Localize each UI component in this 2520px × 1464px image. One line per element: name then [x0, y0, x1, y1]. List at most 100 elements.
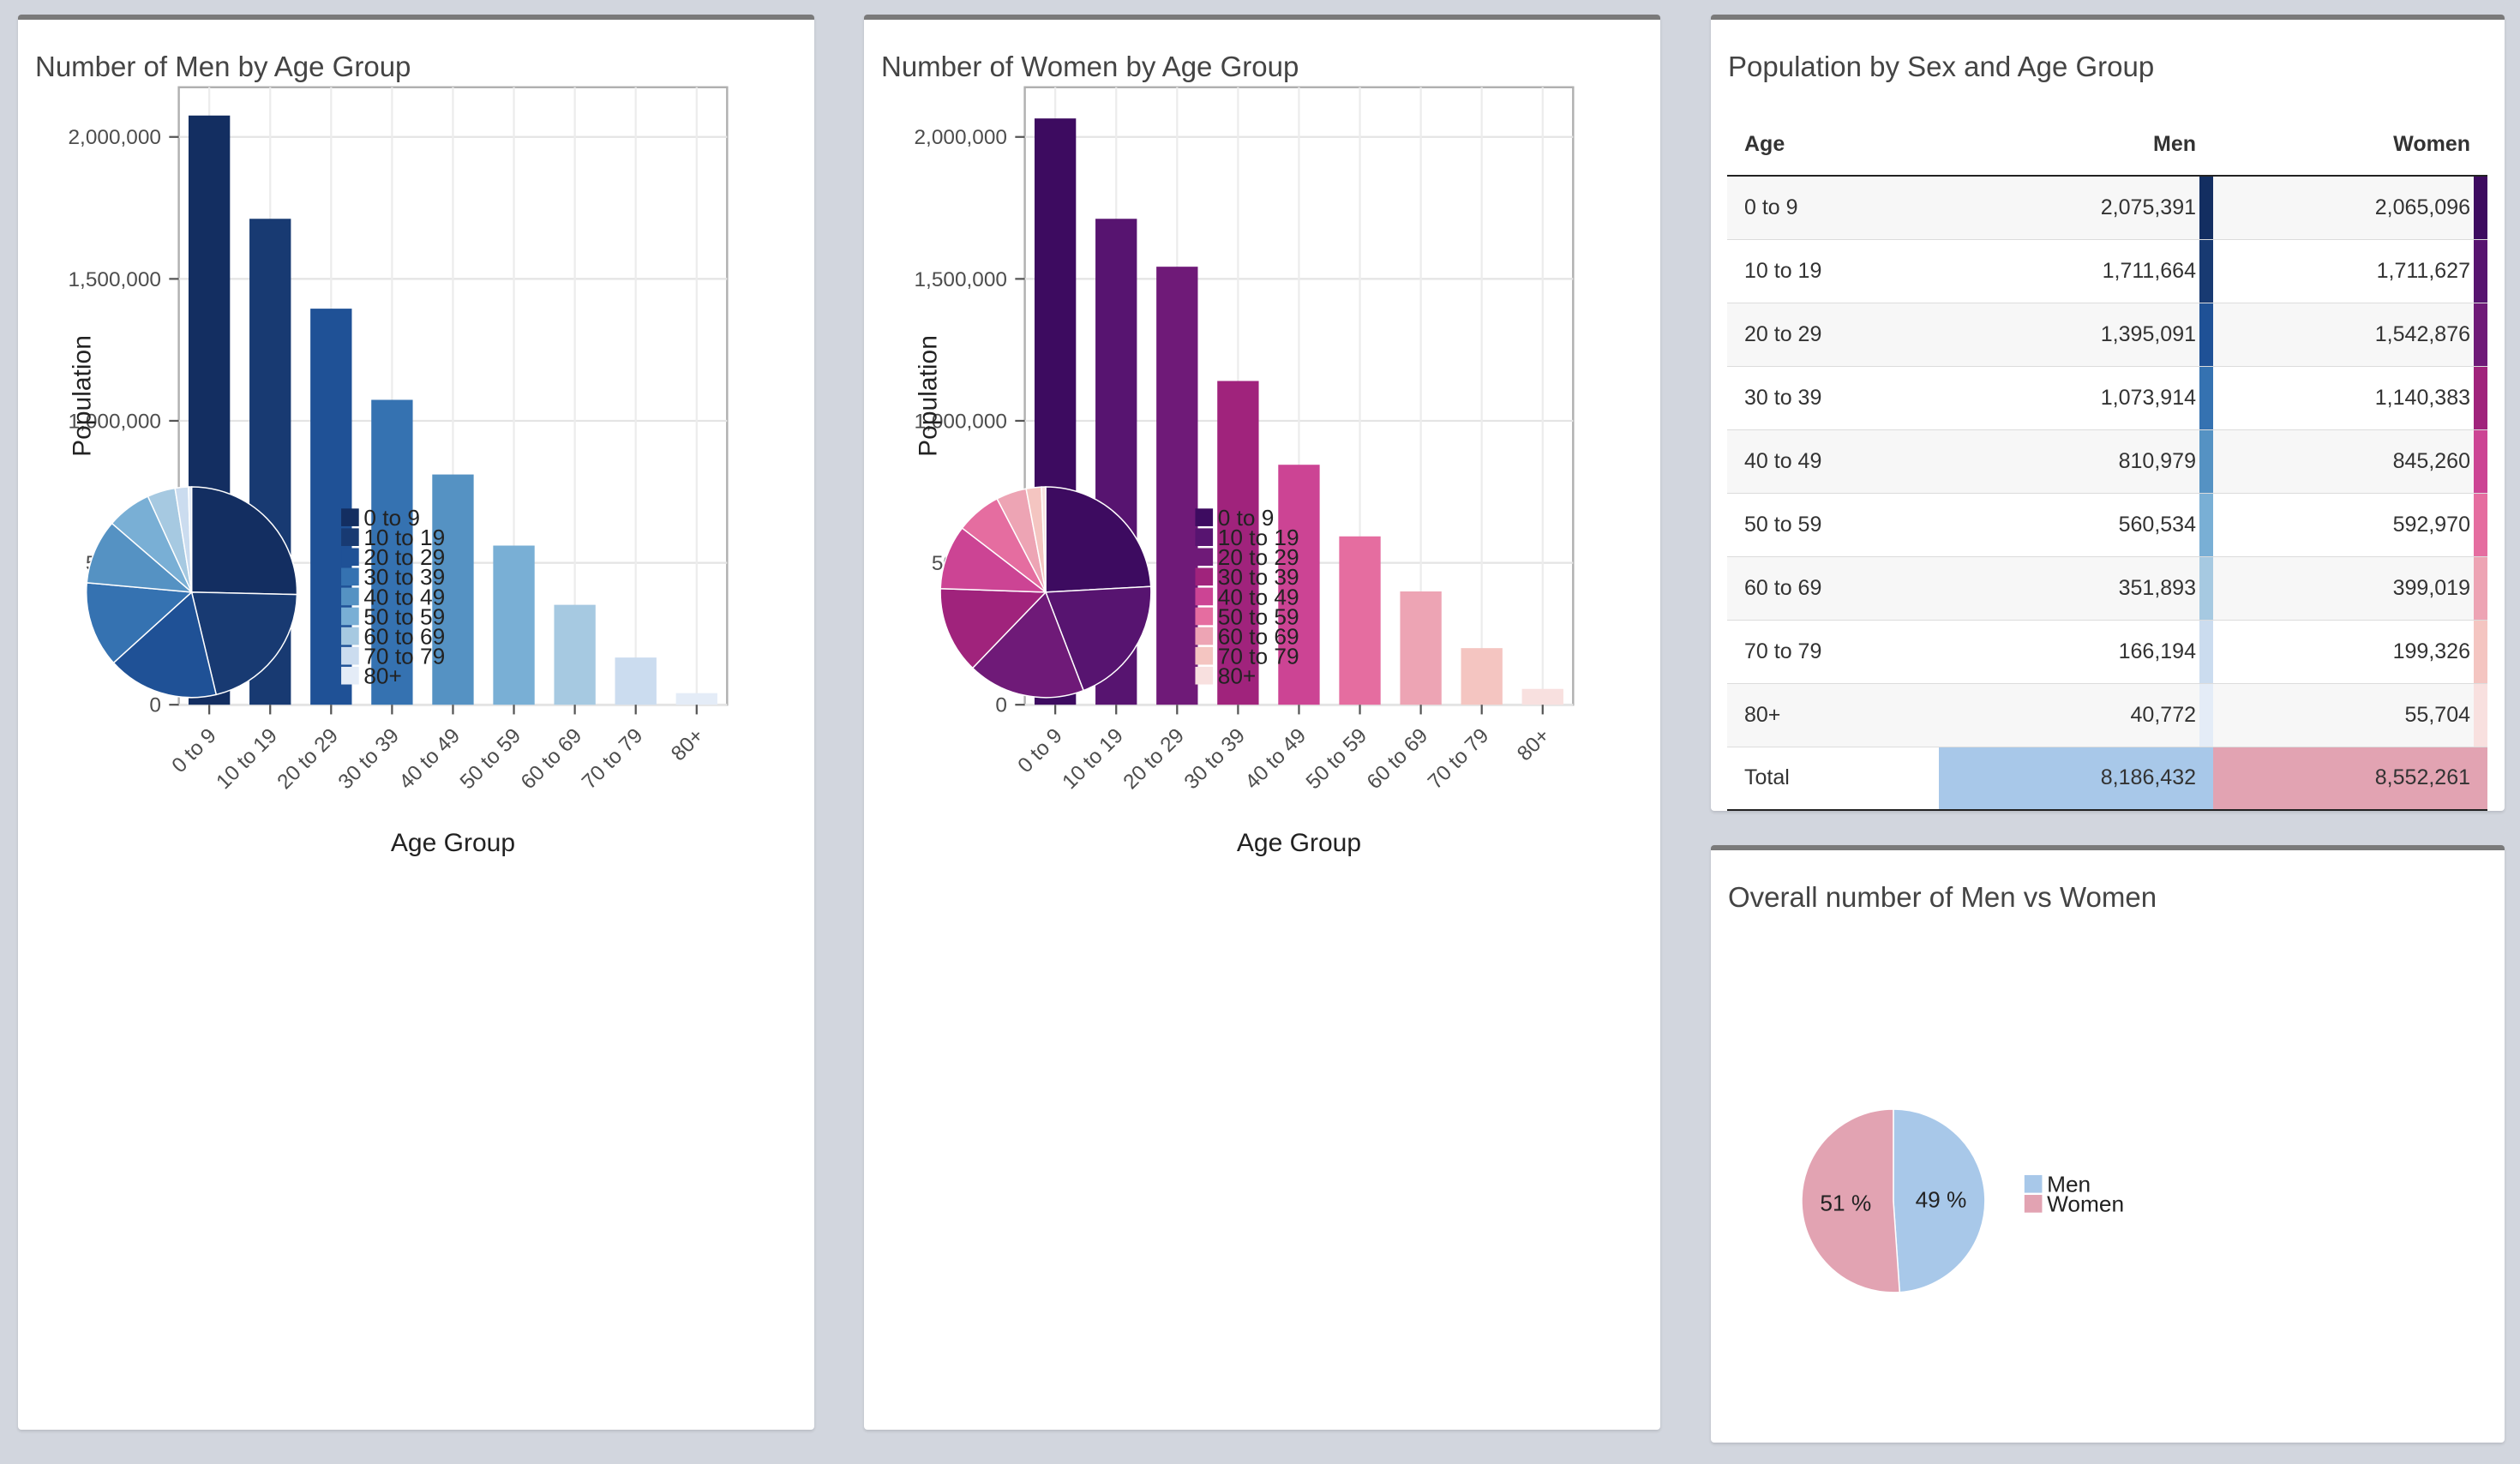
population-table: Age Men Women 0 to 9 2,075,391 2,065,096 10… [1727, 114, 2487, 811]
men-value: 560,534 [2118, 512, 2196, 537]
women-color-bar [2474, 493, 2487, 556]
table-row: 30 to 39 1,073,914 1,140,383 [1727, 365, 2487, 429]
men-value: 40,772 [2130, 702, 2196, 727]
men-color-bar [2199, 556, 2213, 620]
men-bar [554, 604, 596, 705]
column-header-age[interactable]: Age [1727, 114, 1939, 177]
women-value: 592,970 [2392, 512, 2470, 537]
legend-label: Women [2047, 1191, 2124, 1217]
legend-swatch [1195, 548, 1214, 567]
men-pie-slice [112, 591, 218, 699]
men-cell: 1,711,664 [1939, 238, 2213, 303]
table-row: 10 to 19 1,711,664 1,711,627 [1727, 238, 2487, 303]
y-tick-label: 1,500,000 [69, 268, 161, 291]
overall-pie-slice [1893, 1108, 1986, 1293]
legend-label: 50 to 59 [363, 603, 445, 629]
men-value: 166,194 [2118, 639, 2196, 663]
legend-label: 30 to 39 [1218, 564, 1299, 590]
women-color-bar [2474, 556, 2487, 620]
men-value: 1,395,091 [2100, 321, 2196, 346]
legend-label: 10 to 19 [363, 525, 445, 550]
legend-swatch [1195, 567, 1214, 586]
women-bar [1217, 381, 1259, 705]
legend-label: 80+ [1218, 663, 1257, 689]
column-header-men[interactable]: Men [1939, 114, 2213, 177]
women-bar [1400, 591, 1442, 705]
legend-label: 40 to 49 [363, 584, 445, 609]
women-color-bar [2474, 620, 2487, 683]
age-cell: 80+ [1727, 682, 1939, 747]
age-cell: 10 to 19 [1727, 238, 1939, 303]
legend-label: 70 to 79 [363, 644, 445, 669]
women-color-bar [2474, 177, 2487, 239]
legend-swatch [1195, 508, 1214, 526]
men-cell: 810,979 [1939, 429, 2213, 493]
men-color-bar [2199, 620, 2213, 683]
y-tick-label: 1,500,000 [915, 268, 1007, 291]
age-cell: 30 to 39 [1727, 365, 1939, 429]
table-row: 60 to 69 351,893 399,019 [1727, 555, 2487, 620]
women-pie-slice [939, 587, 1047, 669]
men-color-bar [2199, 303, 2213, 366]
legend-swatch [341, 646, 359, 665]
column-header-women[interactable]: Women [2213, 114, 2487, 177]
men-pie-slice [190, 486, 298, 596]
y-tick-label: 2,000,000 [915, 126, 1007, 149]
men-cell: 166,194 [1939, 619, 2213, 683]
men-panel: Number of Men by Age Group 0500,0001,000… [18, 15, 814, 1430]
women-color-bar [2474, 429, 2487, 493]
women-bar [1278, 465, 1320, 705]
men-value: 1,073,914 [2100, 385, 2196, 410]
women-pie-slice [1041, 486, 1047, 592]
men-bar [432, 474, 474, 705]
table-row: 0 to 9 2,075,391 2,065,096 [1727, 176, 2487, 239]
women-cell: 592,970 [2213, 492, 2487, 556]
legend-label: 20 to 29 [363, 544, 445, 570]
table-panel: Population by Sex and Age Group Age Men … [1711, 15, 2505, 811]
women-bar [1339, 536, 1381, 705]
legend-label: 0 to 9 [363, 505, 420, 531]
women-color-bar [2474, 239, 2487, 303]
y-axis-title: Population [68, 335, 96, 457]
legend-label: 0 to 9 [1218, 505, 1275, 531]
y-tick-label: 0 [149, 694, 161, 717]
men-bar [493, 545, 535, 705]
overall-pie-slice-label: 51 % [1820, 1190, 1871, 1215]
women-cell: 2,065,096 [2213, 176, 2487, 239]
men-cell: 1,395,091 [1939, 302, 2213, 366]
women-value: 55,704 [2404, 702, 2470, 727]
overall-pie-slice [1801, 1108, 1901, 1293]
total-men: 8,186,432 [1939, 746, 2213, 811]
x-axis-title: Age Group [391, 829, 515, 857]
women-cell: 399,019 [2213, 555, 2487, 620]
women-color-bar [2474, 366, 2487, 429]
women-value: 1,711,627 [2376, 258, 2470, 283]
total-label: Total [1727, 746, 1939, 811]
overall-panel: Overall number of Men vs Women 49 % 51 % M… [1711, 845, 2505, 1443]
men-color-bar [2199, 429, 2213, 493]
women-pie-slice [939, 526, 1048, 593]
men-color-bar [2199, 493, 2213, 556]
legend-swatch [1195, 528, 1214, 547]
age-cell: 50 to 59 [1727, 492, 1939, 556]
total-women: 8,552,261 [2213, 746, 2487, 811]
y-axis-title: Population [914, 335, 942, 457]
legend-swatch [2024, 1195, 2043, 1213]
women-bar [1461, 648, 1503, 705]
legend-swatch [341, 548, 359, 567]
legend-swatch [1195, 627, 1214, 645]
men-panel-title: Number of Men by Age Group [35, 51, 411, 82]
women-pie-slice [971, 591, 1085, 699]
legend-label: 20 to 29 [1218, 544, 1299, 570]
table-row: 40 to 49 810,979 845,260 [1727, 429, 2487, 493]
table-row: 70 to 79 166,194 199,326 [1727, 619, 2487, 683]
table-panel-title: Population by Sex and Age Group [1728, 51, 2155, 82]
men-cell: 560,534 [1939, 492, 2213, 556]
overall-pie-slice-label: 49 % [1916, 1186, 1967, 1212]
legend-swatch [341, 508, 359, 526]
men-bar [675, 693, 717, 705]
women-panel-title: Number of Women by Age Group [881, 51, 1299, 82]
